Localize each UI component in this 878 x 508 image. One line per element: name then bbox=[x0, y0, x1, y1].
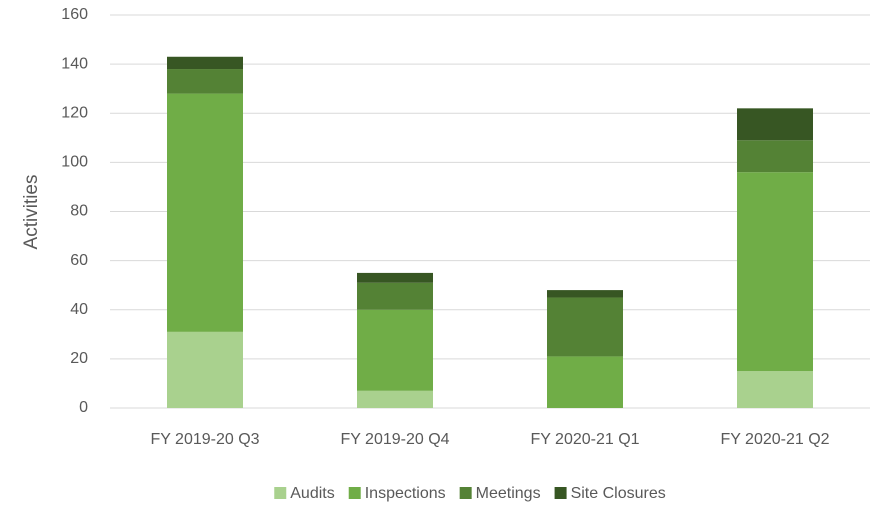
bar-segment bbox=[167, 69, 243, 94]
bar-segment bbox=[547, 356, 623, 408]
bar-segment bbox=[737, 371, 813, 408]
y-tick-label: 160 bbox=[61, 6, 88, 23]
x-tick-label: FY 2019-20 Q4 bbox=[340, 431, 449, 448]
bar-segment bbox=[167, 93, 243, 332]
bar-segment bbox=[357, 390, 433, 408]
legend-label: Meetings bbox=[476, 485, 541, 502]
legend-label: Audits bbox=[290, 485, 334, 502]
y-tick-label: 80 bbox=[70, 203, 88, 220]
legend-label: Site Closures bbox=[571, 485, 666, 502]
x-tick-label: FY 2019-20 Q3 bbox=[150, 431, 259, 448]
legend-swatch bbox=[554, 487, 567, 499]
y-tick-label: 40 bbox=[70, 301, 88, 318]
bar-segment bbox=[547, 297, 623, 357]
bar-segment bbox=[357, 309, 433, 391]
y-axis-label: Activities bbox=[21, 175, 42, 250]
y-tick-label: 100 bbox=[61, 154, 88, 171]
bar-segment bbox=[737, 140, 813, 173]
legend-swatch bbox=[348, 487, 361, 499]
y-tick-label: 140 bbox=[61, 55, 88, 72]
bar-segment bbox=[357, 282, 433, 310]
legend-swatch bbox=[274, 487, 287, 499]
bar-segment bbox=[737, 172, 813, 372]
bar-segment bbox=[167, 56, 243, 70]
bar-segment bbox=[357, 272, 433, 283]
legend-label: Inspections bbox=[365, 485, 446, 502]
bar-segment bbox=[547, 290, 623, 298]
bar-segment bbox=[167, 331, 243, 408]
y-tick-label: 60 bbox=[70, 252, 88, 269]
y-tick-label: 120 bbox=[61, 104, 88, 121]
legend-swatch bbox=[459, 487, 472, 499]
y-tick-label: 20 bbox=[70, 350, 88, 367]
bar-segment bbox=[737, 108, 813, 141]
y-tick-label: 0 bbox=[79, 399, 88, 416]
x-tick-label: FY 2020-21 Q2 bbox=[720, 431, 829, 448]
x-tick-label: FY 2020-21 Q1 bbox=[530, 431, 639, 448]
